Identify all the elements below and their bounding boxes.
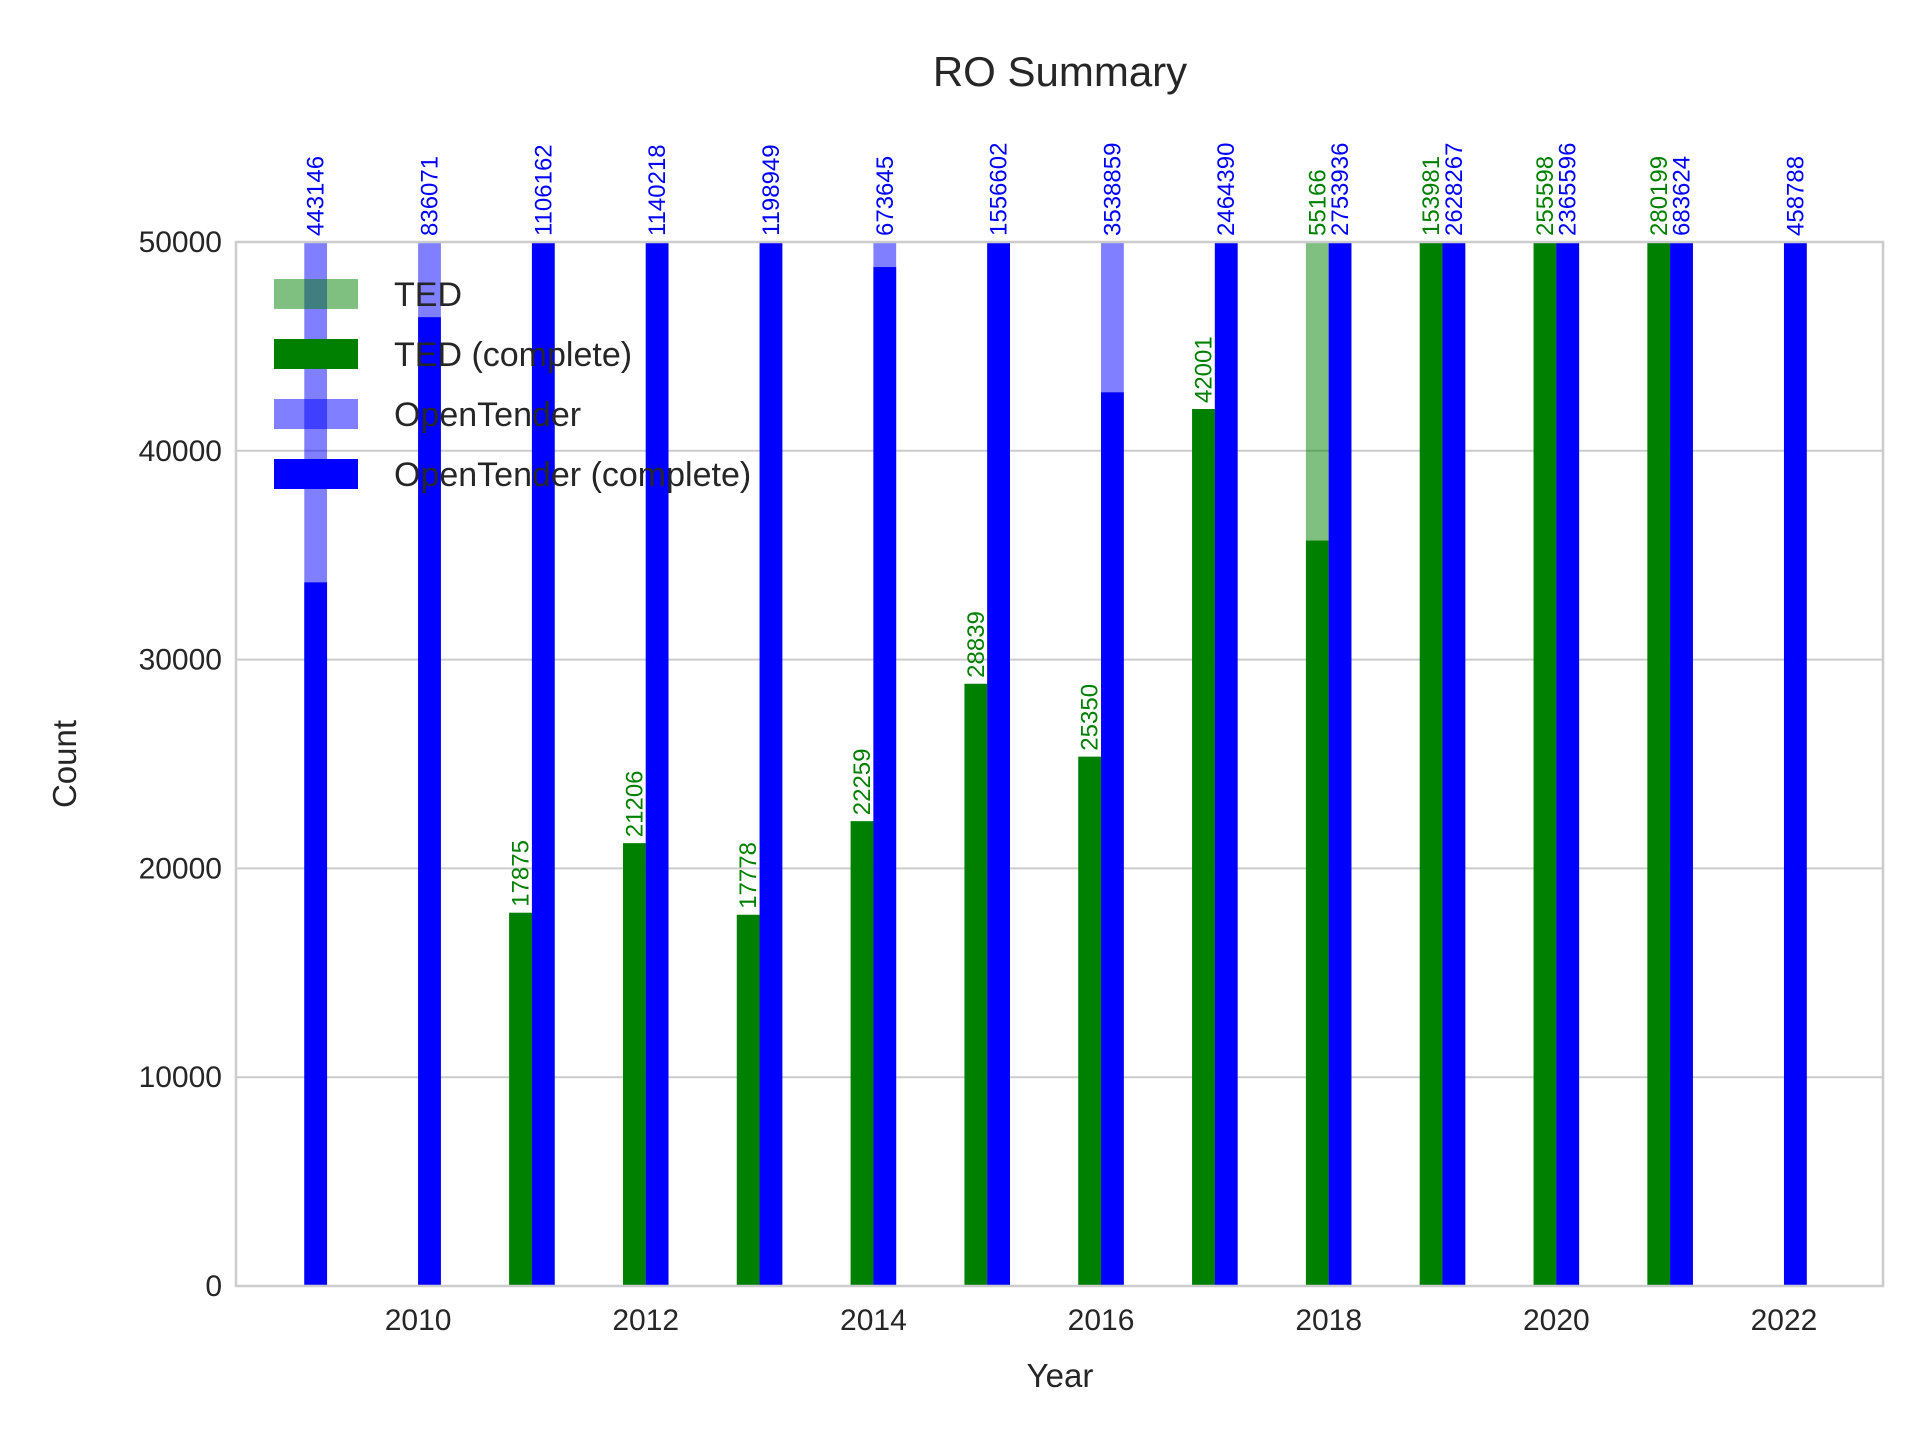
data-label: 1198949 [758,144,785,236]
bar [850,821,874,1286]
data-label: 1556602 [986,143,1013,236]
bar [1647,242,1671,1286]
bar [509,912,532,1286]
legend-swatch [274,279,358,309]
data-label: 2628267 [1441,143,1468,236]
data-label: 28839 [963,611,990,678]
data-label: 1140218 [644,144,671,236]
data-label: 2365596 [1555,143,1582,236]
bar [873,267,897,1286]
legend-label: TED (complete) [394,336,632,374]
chart-title: RO Summary [933,48,1187,95]
y-tick-label: 0 [205,1270,222,1303]
y-tick-label: 10000 [139,1061,222,1094]
bar [1214,242,1238,1286]
legend-label: OpenTender (complete) [394,456,751,494]
data-label: 1106162 [530,144,557,236]
data-label: 21206 [621,770,648,837]
x-tick-label: 2014 [840,1304,907,1337]
bar [1442,242,1466,1286]
legend-label: OpenTender [394,396,581,434]
y-tick-label: 20000 [139,852,222,885]
bar [531,242,555,1286]
y-tick-label: 40000 [139,435,222,468]
bar [759,242,783,1286]
x-tick-label: 2020 [1523,1304,1590,1337]
data-label: 280199 [1646,156,1673,236]
bar [1419,242,1443,1286]
data-label: 22259 [849,748,876,815]
bar [1192,409,1215,1286]
bar [1556,242,1580,1286]
bar [1328,242,1352,1286]
x-tick-label: 2018 [1295,1304,1362,1337]
data-label: 42001 [1190,336,1217,403]
x-tick-label: 2016 [1068,1304,1135,1337]
data-label: 673645 [872,156,899,236]
bar [622,843,646,1286]
bar [987,242,1010,1286]
bar [418,317,441,1286]
bar [1533,242,1557,1286]
x-tick-label: 2012 [612,1304,679,1337]
legend-swatch [274,339,358,369]
legend-swatch [274,399,358,429]
legend-swatch [274,459,358,489]
bar [1670,242,1693,1286]
legend-label: TED [394,276,462,314]
legend: TED TED (complete) OpenTender OpenTender (c… [274,276,751,494]
x-tick-label: 2022 [1751,1304,1818,1337]
data-label: 153981 [1418,156,1445,236]
y-axis-label: Count [46,720,83,808]
bar [1305,540,1329,1286]
bar [736,914,760,1286]
data-label: 836071 [416,156,443,236]
bar [304,582,328,1286]
data-label: 3538859 [1099,143,1126,236]
data-label: 2464390 [1213,143,1240,236]
bar [1101,392,1124,1286]
data-label: 55166 [1304,169,1331,236]
data-label: 255598 [1532,156,1559,236]
x-axis-label: Year [1027,1357,1094,1394]
data-label: 17875 [508,840,535,907]
bar [1078,756,1102,1286]
data-label: 443146 [303,156,330,236]
y-tick-label: 30000 [139,644,222,677]
data-label: 2753936 [1327,143,1354,236]
data-label: 17778 [735,842,762,909]
x-tick-label: 2010 [385,1304,452,1337]
y-tick-label: 50000 [139,226,222,259]
data-label: 458788 [1782,156,1809,236]
data-label: 25350 [1077,684,1104,751]
data-label: 683624 [1669,156,1696,236]
plot-frame [234,240,1885,1288]
bar [1783,242,1807,1286]
plot-area [304,242,1807,1286]
data-labels: 17875 21206 17778 22259 28839 25350 42001 55166… [303,143,1810,909]
bar [964,683,988,1286]
bar [645,242,669,1286]
